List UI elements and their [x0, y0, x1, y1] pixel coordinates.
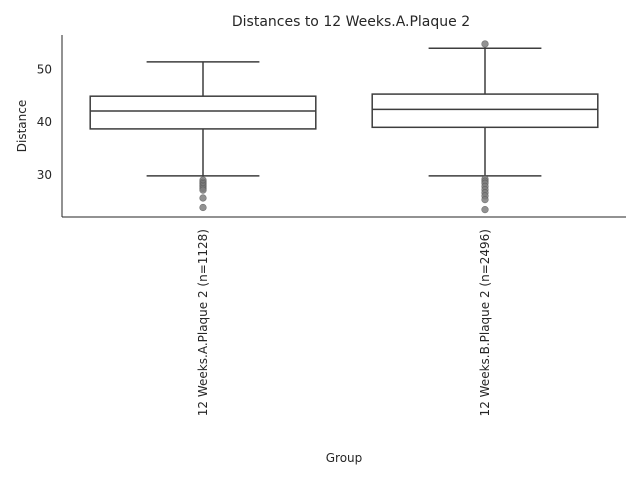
x-tick-label: 12 Weeks.B.Plaque 2 (n=2496): [478, 229, 492, 416]
iqr-box: [89, 95, 317, 130]
outlier-point: [199, 186, 207, 194]
plot-area: [89, 40, 599, 214]
y-tick-label: 40: [37, 115, 52, 129]
box-group: [89, 61, 317, 212]
y-tick-label: 50: [37, 62, 52, 76]
iqr-box: [371, 93, 599, 129]
chart-title: Distances to 12 Weeks.A.Plaque 2: [232, 14, 470, 30]
outlier-point: [481, 206, 489, 214]
y-tick-label: 30: [37, 168, 52, 182]
y-axis-ticks: 30 40 50: [37, 62, 52, 182]
x-axis-label: Group: [326, 451, 363, 465]
y-axis-label: Distance: [15, 100, 29, 152]
x-axis-ticks: 12 Weeks.A.Plaque 2 (n=1128) 12 Weeks.B.P…: [196, 229, 492, 416]
outlier-point: [199, 203, 207, 212]
outlier-point: [481, 40, 489, 48]
outlier-point: [481, 195, 489, 204]
outlier-point: [199, 194, 207, 202]
x-tick-label: 12 Weeks.A.Plaque 2 (n=1128): [196, 229, 210, 416]
box-group: [371, 40, 599, 214]
